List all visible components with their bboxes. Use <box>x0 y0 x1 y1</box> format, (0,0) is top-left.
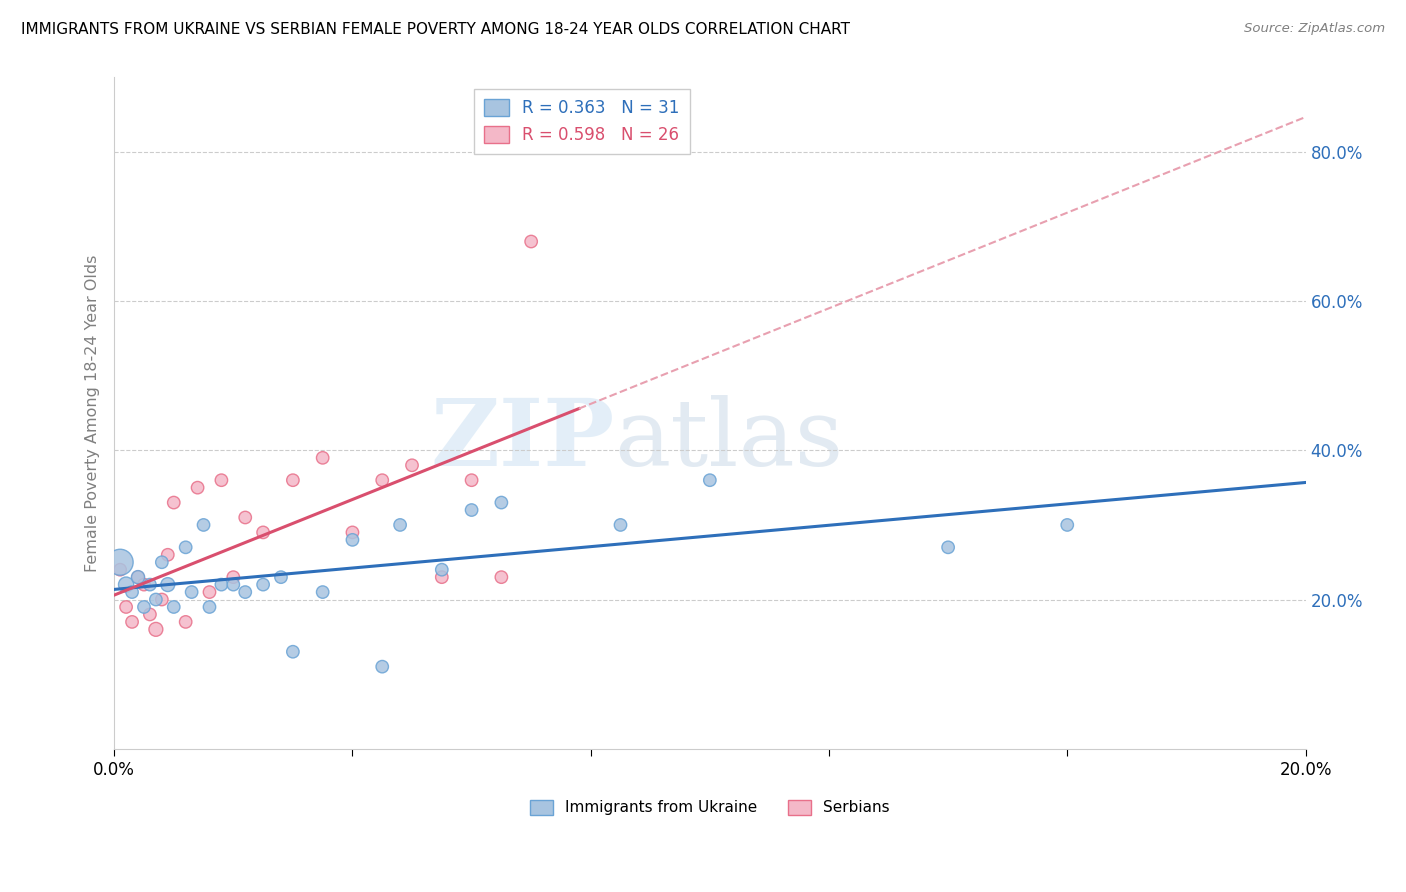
Point <box>520 235 543 249</box>
Point <box>127 570 149 584</box>
Point <box>491 495 513 509</box>
Point <box>209 577 232 591</box>
Point <box>121 585 143 599</box>
Text: Source: ZipAtlas.com: Source: ZipAtlas.com <box>1244 22 1385 36</box>
Point <box>401 458 423 473</box>
Point <box>108 563 131 577</box>
Point <box>342 525 364 540</box>
Point <box>609 518 631 533</box>
Point <box>156 548 179 562</box>
Point <box>371 659 394 673</box>
Point <box>145 592 167 607</box>
Text: atlas: atlas <box>614 395 844 485</box>
Point <box>174 541 197 555</box>
Point <box>150 555 173 569</box>
Point <box>193 518 215 533</box>
Point <box>1056 518 1078 533</box>
Point <box>145 623 167 637</box>
Point <box>163 495 186 509</box>
Point <box>936 541 959 555</box>
Point <box>233 585 256 599</box>
Point <box>389 518 412 533</box>
Point <box>156 577 179 591</box>
Point <box>127 570 149 584</box>
Point <box>311 585 333 599</box>
Point <box>430 563 453 577</box>
Point <box>233 510 256 524</box>
Point <box>342 533 364 547</box>
Point <box>491 570 513 584</box>
Point <box>198 599 221 614</box>
Point <box>108 555 131 569</box>
Point <box>270 570 292 584</box>
Point <box>174 615 197 629</box>
Point <box>139 577 162 591</box>
Point <box>460 503 482 517</box>
Point <box>430 570 453 584</box>
Point <box>150 592 173 607</box>
Point <box>311 450 333 465</box>
Point <box>699 473 721 487</box>
Point <box>222 577 245 591</box>
Point <box>180 585 202 599</box>
Point <box>281 473 304 487</box>
Point <box>209 473 232 487</box>
Point <box>139 607 162 622</box>
Point <box>252 525 274 540</box>
Point <box>198 585 221 599</box>
Point <box>281 645 304 659</box>
Point <box>121 615 143 629</box>
Point <box>371 473 394 487</box>
Point <box>252 577 274 591</box>
Point <box>222 570 245 584</box>
Text: ZIP: ZIP <box>430 395 614 485</box>
Point <box>132 577 155 591</box>
Point <box>163 599 186 614</box>
Y-axis label: Female Poverty Among 18-24 Year Olds: Female Poverty Among 18-24 Year Olds <box>86 254 100 572</box>
Point <box>115 577 138 591</box>
Point <box>115 599 138 614</box>
Point <box>187 481 209 495</box>
Point <box>132 599 155 614</box>
Legend: Immigrants from Ukraine, Serbians: Immigrants from Ukraine, Serbians <box>524 793 896 822</box>
Point <box>460 473 482 487</box>
Text: IMMIGRANTS FROM UKRAINE VS SERBIAN FEMALE POVERTY AMONG 18-24 YEAR OLDS CORRELAT: IMMIGRANTS FROM UKRAINE VS SERBIAN FEMAL… <box>21 22 851 37</box>
